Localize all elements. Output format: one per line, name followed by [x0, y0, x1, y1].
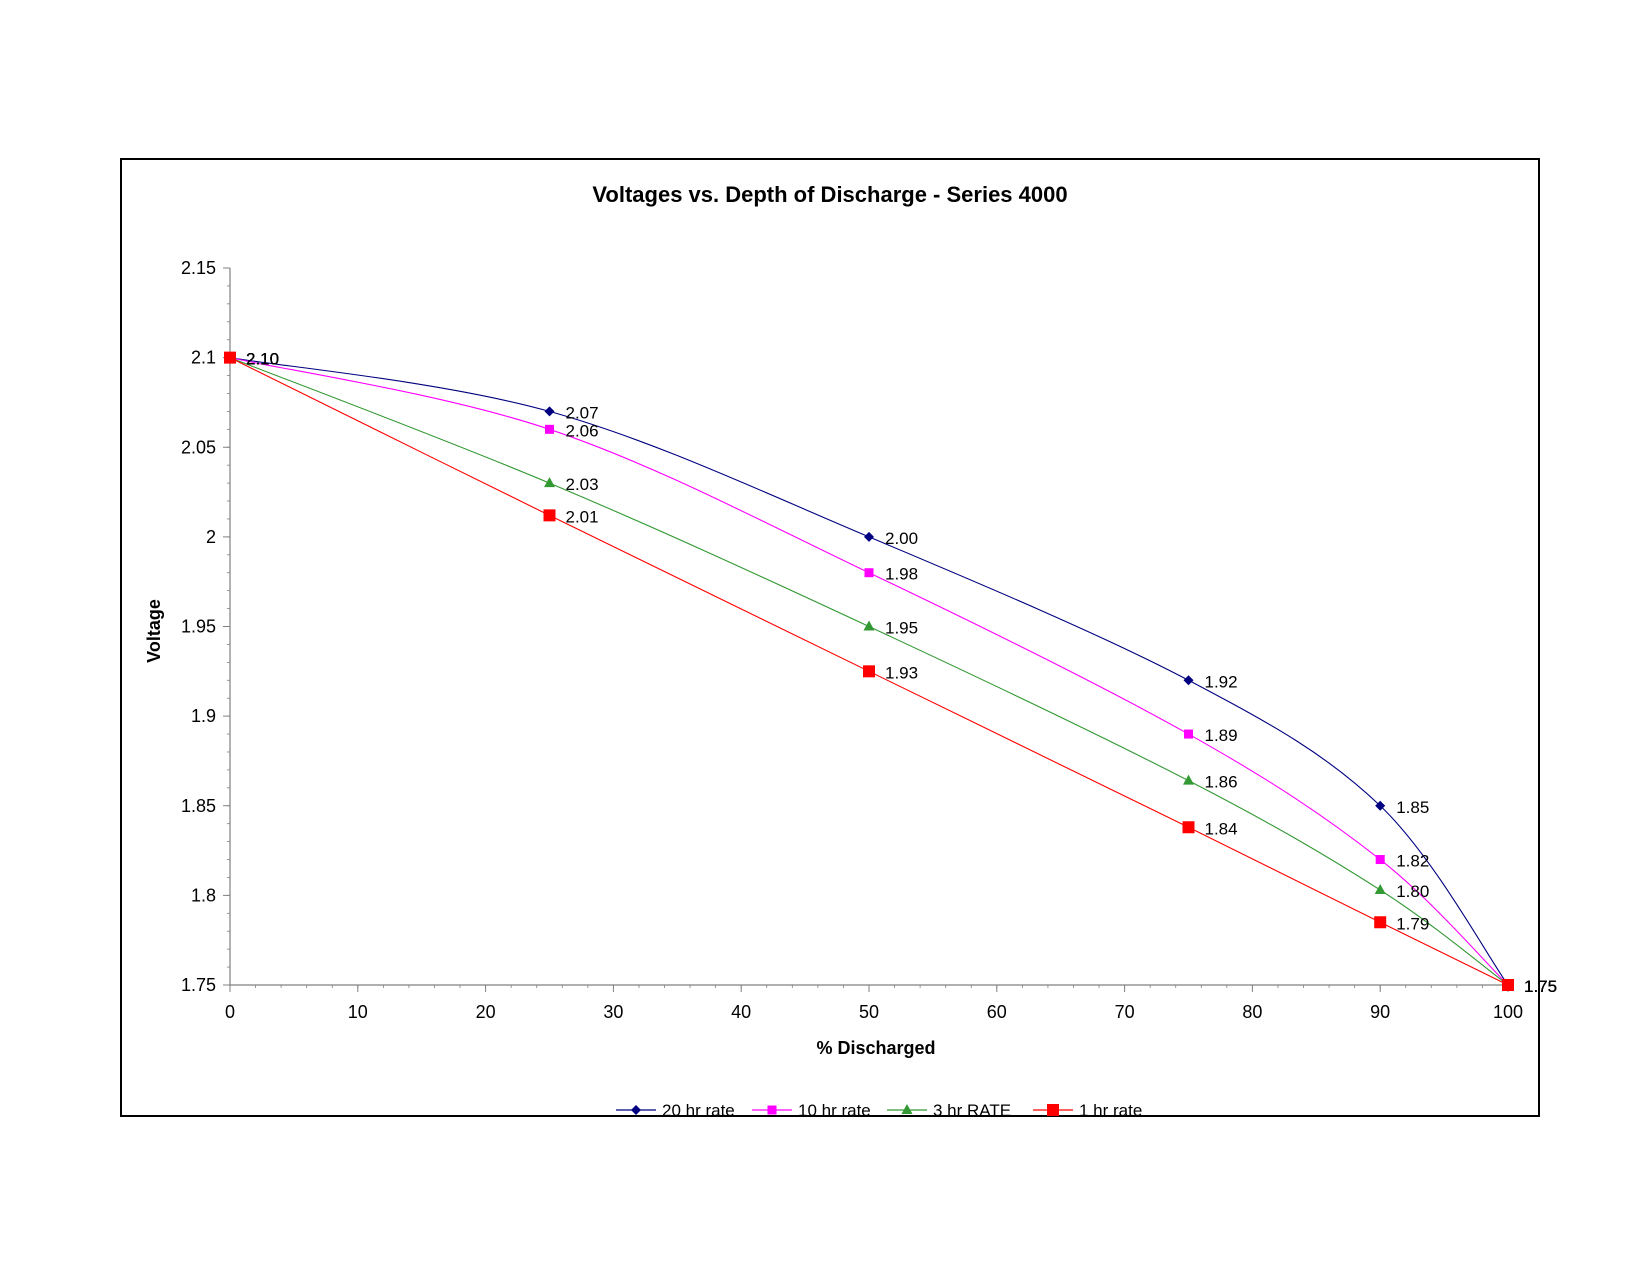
- data-point: [1374, 883, 1386, 894]
- data-label: 1.75: [1524, 977, 1557, 996]
- y-tick-label: 2.15: [181, 258, 216, 278]
- data-label: 1.84: [1205, 819, 1238, 838]
- x-tick-label: 60: [987, 1002, 1007, 1022]
- x-tick-label: 70: [1115, 1002, 1135, 1022]
- data-label: 2.07: [566, 403, 599, 422]
- x-tick-label: 0: [225, 1002, 235, 1022]
- data-label: 1.95: [885, 619, 918, 638]
- y-tick-label: 1.85: [181, 796, 216, 816]
- legend-marker: [901, 1104, 913, 1114]
- x-tick-label: 10: [348, 1002, 368, 1022]
- data-label: 2.10: [246, 350, 279, 369]
- x-tick-label: 40: [731, 1002, 751, 1022]
- data-point: [1182, 821, 1195, 834]
- data-label: 1.92: [1205, 672, 1238, 691]
- data-label: 2.03: [566, 475, 599, 494]
- y-tick-label: 1.8: [191, 885, 216, 905]
- legend-marker: [631, 1105, 641, 1115]
- data-point: [1374, 916, 1387, 929]
- legend-marker: [1047, 1104, 1059, 1116]
- x-axis-title: % Discharged: [816, 1038, 935, 1058]
- data-label: 2.10: [246, 350, 279, 369]
- y-tick-label: 2.05: [181, 437, 216, 457]
- x-axis-title-group: % Discharged: [816, 1038, 935, 1058]
- data-label: 2.10: [246, 350, 279, 369]
- chart-title: Voltages vs. Depth of Discharge - Series…: [592, 182, 1067, 207]
- x-tick-label: 20: [476, 1002, 496, 1022]
- data-point: [543, 509, 556, 522]
- y-tick-label: 1.95: [181, 617, 216, 637]
- data-label: 1.85: [1396, 798, 1429, 817]
- data-label: 1.75: [1524, 977, 1557, 996]
- legend-label: 3 hr RATE: [933, 1101, 1011, 1120]
- data-point: [1375, 855, 1385, 865]
- x-tick-label: 30: [603, 1002, 623, 1022]
- data-point: [544, 406, 555, 417]
- x-tick-label: 90: [1370, 1002, 1390, 1022]
- data-label: 1.93: [885, 663, 918, 682]
- data-point: [1184, 729, 1193, 739]
- data-point: [1502, 979, 1514, 991]
- y-tick-label: 1.75: [181, 975, 216, 995]
- legend-label: 1 hr rate: [1079, 1101, 1142, 1120]
- y-tick-label: 2.1: [191, 348, 216, 368]
- data-label: 1.75: [1524, 977, 1557, 996]
- data-point: [1183, 675, 1194, 686]
- data-label: 1.89: [1205, 726, 1238, 745]
- data-label: 1.86: [1205, 773, 1238, 792]
- legend-label: 10 hr rate: [798, 1101, 871, 1120]
- chart-frame: [120, 158, 1540, 1117]
- legend-marker: [767, 1105, 777, 1115]
- data-point: [863, 620, 875, 631]
- y-tick-label: 1.9: [191, 706, 216, 726]
- data-label: 2.06: [566, 421, 599, 440]
- y-axis-title: Voltage: [144, 599, 164, 663]
- x-tick-label: 80: [1242, 1002, 1262, 1022]
- legend: 20 hr rate 10 hr rate 3 hr RATE 1 hr rate: [616, 1101, 1142, 1120]
- data-point: [864, 568, 874, 578]
- data-point: [863, 665, 875, 678]
- data-label: 1.75: [1524, 977, 1557, 996]
- data-label: 1.79: [1396, 914, 1429, 933]
- data-label: 2.00: [885, 529, 918, 548]
- data-point: [545, 424, 554, 434]
- data-label: 1.82: [1396, 852, 1429, 871]
- data-label: 1.80: [1396, 882, 1429, 901]
- legend-label: 20 hr rate: [662, 1101, 735, 1120]
- y-tick-label: 2: [206, 527, 216, 547]
- series-line: [229, 357, 1509, 986]
- data-label: 2.01: [566, 507, 599, 526]
- data-point: [1183, 774, 1194, 785]
- data-point: [544, 477, 555, 488]
- data-label: 2.10: [246, 350, 279, 369]
- x-tick-label: 50: [859, 1002, 879, 1022]
- data-label: 1.98: [885, 565, 918, 584]
- x-tick-label: 100: [1493, 1002, 1523, 1022]
- plot-area: 2.15 2.1 2.05 2 1.95 1.9 1.85 1.8 1.75 0 10 20 30 40 5…: [181, 258, 1557, 1022]
- data-point: [864, 531, 874, 542]
- data-point: [224, 351, 236, 364]
- data-point: [1375, 800, 1386, 811]
